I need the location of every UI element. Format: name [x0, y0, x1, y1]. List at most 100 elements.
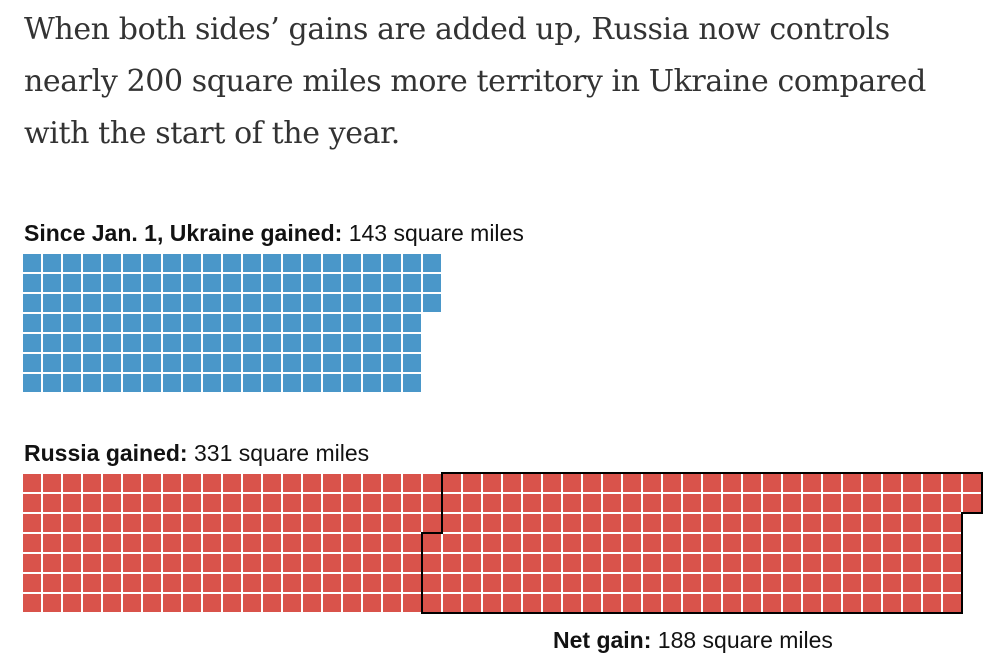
russia-waffle-cell — [323, 574, 341, 592]
ukraine-waffle-cell — [223, 254, 241, 272]
russia-waffle-cell — [843, 534, 861, 552]
russia-waffle-cell — [503, 574, 521, 592]
ukraine-waffle-cell — [123, 374, 141, 392]
russia-waffle-cell — [563, 554, 581, 572]
russia-waffle-cell — [523, 534, 541, 552]
russia-waffle-cell — [863, 494, 881, 512]
russia-waffle-cell — [203, 534, 221, 552]
ukraine-gain-label: Since Jan. 1, Ukraine gained: 143 square… — [24, 220, 524, 247]
ukraine-waffle-cell — [63, 294, 81, 312]
ukraine-waffle-cell — [163, 334, 181, 352]
russia-waffle-cell — [923, 514, 941, 532]
russia-waffle-cell — [943, 474, 961, 492]
russia-waffle-cell — [503, 534, 521, 552]
ukraine-waffle-cell — [363, 254, 381, 272]
ukraine-waffle-cell — [303, 334, 321, 352]
ukraine-waffle-cell — [243, 254, 261, 272]
russia-waffle-cell — [23, 474, 41, 492]
russia-waffle-cell — [503, 514, 521, 532]
russia-waffle-cell — [163, 474, 181, 492]
russia-waffle-cell — [383, 594, 401, 612]
russia-waffle-cell — [203, 574, 221, 592]
ukraine-waffle-cell — [303, 314, 321, 332]
ukraine-waffle-cell — [343, 334, 361, 352]
russia-waffle-cell — [63, 574, 81, 592]
russia-waffle-cell — [383, 494, 401, 512]
ukraine-waffle-cell — [303, 254, 321, 272]
ukraine-waffle-cell — [243, 354, 261, 372]
russia-waffle-cell — [703, 554, 721, 572]
russia-waffle-cell — [283, 594, 301, 612]
russia-waffle-cell — [623, 474, 641, 492]
russia-waffle-cell — [123, 534, 141, 552]
russia-waffle-cell — [843, 574, 861, 592]
russia-waffle-cell — [483, 534, 501, 552]
russia-waffle-cell — [43, 494, 61, 512]
ukraine-waffle-cell — [203, 314, 221, 332]
russia-waffle-cell — [823, 554, 841, 572]
russia-waffle-cell — [603, 474, 621, 492]
russia-waffle-cell — [83, 554, 101, 572]
russia-waffle-cell — [923, 554, 941, 572]
russia-waffle-cell — [543, 514, 561, 532]
russia-waffle-cell — [603, 494, 621, 512]
russia-waffle-cell — [723, 534, 741, 552]
ukraine-waffle-cell — [163, 254, 181, 272]
russia-waffle-cell — [423, 554, 441, 572]
ukraine-waffle-cell — [43, 354, 61, 372]
russia-waffle-cell — [643, 514, 661, 532]
ukraine-waffle-cell — [183, 354, 201, 372]
ukraine-waffle-cell — [43, 374, 61, 392]
russia-waffle-cell — [563, 594, 581, 612]
russia-waffle-cell — [303, 494, 321, 512]
russia-waffle-cell — [503, 554, 521, 572]
ukraine-waffle-cell — [283, 334, 301, 352]
russia-waffle-cell — [583, 474, 601, 492]
ukraine-waffle-cell — [103, 294, 121, 312]
russia-waffle-cell — [123, 574, 141, 592]
russia-waffle-cell — [443, 574, 461, 592]
russia-waffle-cell — [123, 474, 141, 492]
russia-waffle-cell — [783, 594, 801, 612]
russia-waffle-cell — [923, 534, 941, 552]
ukraine-waffle-cell — [383, 254, 401, 272]
russia-waffle-cell — [363, 554, 381, 572]
russia-waffle-cell — [183, 494, 201, 512]
russia-waffle-cell — [723, 574, 741, 592]
russia-waffle-cell — [103, 594, 121, 612]
russia-waffle-cell — [563, 514, 581, 532]
russia-waffle-cell — [763, 574, 781, 592]
russia-waffle-cell — [803, 554, 821, 572]
ukraine-waffle-cell — [183, 294, 201, 312]
russia-waffle-cell — [223, 474, 241, 492]
russia-waffle-cell — [243, 554, 261, 572]
russia-waffle-cell — [903, 594, 921, 612]
ukraine-waffle-cell — [403, 294, 421, 312]
russia-waffle-cell — [523, 474, 541, 492]
ukraine-waffle-cell — [423, 274, 441, 292]
russia-waffle-cell — [943, 514, 961, 532]
ukraine-waffle-cell — [43, 294, 61, 312]
ukraine-waffle-cell — [43, 314, 61, 332]
ukraine-waffle-cell — [223, 294, 241, 312]
russia-waffle-cell — [883, 574, 901, 592]
russia-waffle-cell — [583, 574, 601, 592]
russia-waffle-cell — [343, 594, 361, 612]
net-gain-label: Net gain: 188 square miles — [553, 627, 833, 654]
russia-waffle-cell — [183, 574, 201, 592]
ukraine-waffle-cell — [263, 274, 281, 292]
ukraine-waffle-cell — [103, 354, 121, 372]
russia-waffle-cell — [403, 574, 421, 592]
ukraine-waffle-cell — [103, 314, 121, 332]
russia-waffle-cell — [363, 494, 381, 512]
russia-waffle-cell — [183, 474, 201, 492]
ukraine-waffle-cell — [263, 254, 281, 272]
russia-waffle-cell — [63, 554, 81, 572]
russia-waffle-cell — [463, 474, 481, 492]
ukraine-waffle-cell — [163, 354, 181, 372]
russia-waffle-cell — [743, 474, 761, 492]
ukraine-waffle-cell — [323, 374, 341, 392]
russia-waffle-cell — [683, 514, 701, 532]
ukraine-waffle-cell — [303, 274, 321, 292]
russia-waffle-cell — [283, 574, 301, 592]
